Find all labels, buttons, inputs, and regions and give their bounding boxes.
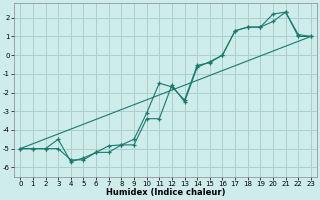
X-axis label: Humidex (Indice chaleur): Humidex (Indice chaleur): [106, 188, 225, 197]
